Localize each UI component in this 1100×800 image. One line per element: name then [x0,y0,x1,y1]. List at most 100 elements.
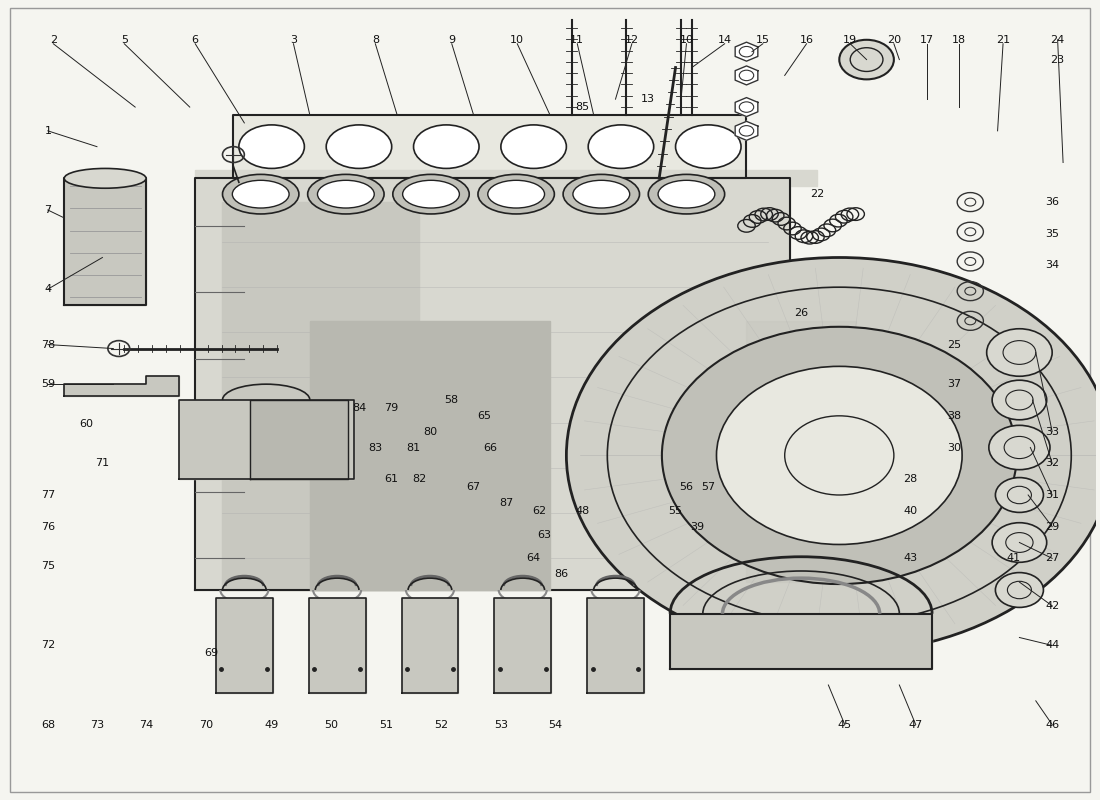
Text: 35: 35 [1045,229,1059,238]
Ellipse shape [675,125,741,169]
Text: 49: 49 [264,719,278,730]
Ellipse shape [308,174,384,214]
Text: 19: 19 [843,34,857,45]
Text: 9: 9 [448,34,455,45]
Polygon shape [310,321,550,590]
Text: 58: 58 [444,395,459,405]
Text: 46: 46 [1045,719,1059,730]
Text: 7: 7 [44,205,52,215]
Text: 45: 45 [838,719,851,730]
Text: 70: 70 [199,719,213,730]
Text: 85: 85 [575,102,590,112]
Ellipse shape [403,180,460,208]
Polygon shape [309,598,365,693]
Text: 82: 82 [411,474,426,484]
Text: 74: 74 [139,719,153,730]
Text: 67: 67 [466,482,481,492]
Text: 13: 13 [641,94,656,104]
Polygon shape [735,98,758,117]
Polygon shape [735,42,758,61]
Polygon shape [587,598,643,693]
Text: 55: 55 [669,506,682,516]
Polygon shape [195,178,790,590]
Text: 8: 8 [372,34,378,45]
Text: 50: 50 [324,719,339,730]
Text: 84: 84 [352,403,366,413]
Text: 34: 34 [1045,261,1059,270]
Text: 53: 53 [494,719,508,730]
Text: 65: 65 [477,411,492,421]
Text: 37: 37 [947,379,961,389]
Text: 43: 43 [903,554,917,563]
Text: 31: 31 [1045,490,1059,500]
Text: 57: 57 [701,482,715,492]
Text: 51: 51 [379,719,393,730]
Text: 25: 25 [947,339,961,350]
Text: 56: 56 [680,482,693,492]
Text: 69: 69 [205,648,219,658]
Text: 33: 33 [1045,426,1059,437]
Text: 80: 80 [422,426,437,437]
Circle shape [992,522,1047,562]
Polygon shape [670,614,932,669]
Text: euromotores: euromotores [255,478,517,512]
Polygon shape [64,376,179,396]
Text: 29: 29 [1045,522,1059,532]
Text: 26: 26 [794,308,808,318]
Circle shape [566,258,1100,654]
Text: 17: 17 [920,34,934,45]
Text: 81: 81 [407,442,420,453]
Text: 44: 44 [1045,641,1059,650]
Text: 87: 87 [499,498,514,508]
Ellipse shape [573,180,629,208]
Text: 64: 64 [527,554,541,563]
Text: 4: 4 [44,284,52,294]
Polygon shape [735,66,758,85]
Text: 62: 62 [532,506,546,516]
Ellipse shape [588,125,653,169]
Text: 21: 21 [996,34,1010,45]
Text: 59: 59 [41,379,55,389]
Text: 36: 36 [1045,197,1059,207]
Circle shape [839,40,894,79]
Ellipse shape [487,180,544,208]
Circle shape [996,573,1044,607]
Text: 18: 18 [953,34,967,45]
Circle shape [996,478,1044,513]
Text: 61: 61 [385,474,398,484]
Text: 24: 24 [1050,34,1065,45]
Text: 1: 1 [44,126,52,136]
Circle shape [662,326,1016,584]
Ellipse shape [239,125,305,169]
Text: 27: 27 [1045,554,1059,563]
Polygon shape [195,170,817,186]
Text: 47: 47 [909,719,923,730]
Text: 54: 54 [549,719,562,730]
Polygon shape [216,598,273,693]
Text: 28: 28 [903,474,917,484]
Polygon shape [222,202,419,590]
Text: 10: 10 [510,34,525,45]
Text: 68: 68 [41,719,55,730]
Polygon shape [494,598,551,693]
Polygon shape [64,178,146,305]
Circle shape [716,366,962,545]
Text: 63: 63 [538,530,551,539]
Polygon shape [233,115,747,178]
Text: 11: 11 [570,34,584,45]
Text: 73: 73 [90,719,104,730]
Ellipse shape [232,180,289,208]
Ellipse shape [648,174,725,214]
Polygon shape [747,321,856,582]
Text: 60: 60 [79,418,94,429]
Text: 30: 30 [947,442,961,453]
Text: 52: 52 [433,719,448,730]
Text: 77: 77 [41,490,55,500]
Polygon shape [250,400,348,479]
Ellipse shape [658,180,715,208]
Polygon shape [402,598,459,693]
Text: 6: 6 [191,34,199,45]
Circle shape [989,426,1050,470]
Text: 42: 42 [1045,601,1059,611]
Ellipse shape [500,125,566,169]
